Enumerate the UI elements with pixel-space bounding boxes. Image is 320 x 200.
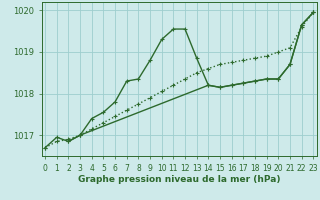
X-axis label: Graphe pression niveau de la mer (hPa): Graphe pression niveau de la mer (hPa) [78, 175, 280, 184]
